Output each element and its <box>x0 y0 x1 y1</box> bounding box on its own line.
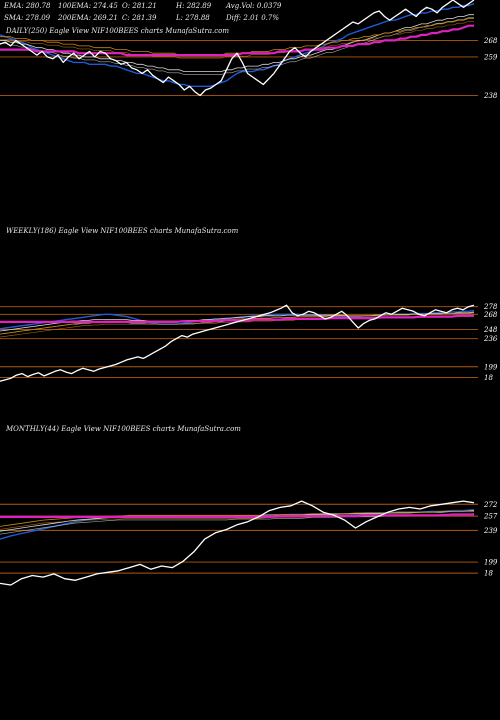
ma-line-4 <box>0 314 474 323</box>
y-tick-label: 236 <box>483 335 498 343</box>
stat-cell: C: 281.39 <box>122 14 157 22</box>
y-tick-label: 259 <box>483 53 498 61</box>
y-tick-label: 238 <box>483 92 498 100</box>
y-tick-label: 248 <box>483 326 498 334</box>
stat-cell: Diff: 2.01 0.7% <box>225 14 279 22</box>
y-tick-label: 18 <box>484 374 493 382</box>
y-tick-label: 268 <box>483 37 498 45</box>
stat-cell: 100EMA: 274.45 <box>58 2 118 10</box>
ma-line-1 <box>0 3 475 88</box>
y-tick-label: 268 <box>483 311 498 319</box>
ma-line-3 <box>0 312 475 335</box>
panel-title: MONTHLY(44) Eagle View NIF100BEES charts… <box>5 425 241 433</box>
y-tick-label: 199 <box>484 363 498 371</box>
y-tick-label: 272 <box>483 501 498 509</box>
stat-cell: H: 282.89 <box>175 2 212 10</box>
y-tick-label: 257 <box>483 513 498 521</box>
price-line <box>0 500 475 586</box>
ma-line-4 <box>0 24 474 57</box>
y-tick-label: 199 <box>484 559 498 567</box>
y-tick-label: 18 <box>484 570 493 578</box>
stat-cell: EMA: 280.78 <box>3 2 51 10</box>
stat-cell: L: 278.88 <box>175 14 210 22</box>
ma-line-4 <box>0 513 474 519</box>
y-tick-label: 239 <box>483 527 498 535</box>
stat-cell: 200EMA: 269.21 <box>57 14 118 22</box>
price-line <box>0 0 475 97</box>
ma-band-3 <box>0 21 474 59</box>
y-tick-label: 278 <box>483 303 498 311</box>
panel-title: WEEKLY(186) Eagle View NIF100BEES charts… <box>6 227 239 235</box>
panel-title: DAILY(250) Eagle View NIF100BEES charts … <box>5 27 229 35</box>
ma-line-3 <box>0 17 474 56</box>
stat-cell: SMA: 278.09 <box>4 14 51 22</box>
stat-cell: O: 281.21 <box>122 2 157 10</box>
panel-monthly: 272 257 239 199 18 MONTHLY(44) Eagle View NIF… <box>0 425 498 586</box>
ma-line-2 <box>0 14 474 72</box>
price-line <box>0 304 475 382</box>
stat-cell: Avg.Vol: 0.0379 <box>225 2 282 10</box>
panel-daily: 268 259 238 DAILY(250) Eagle View NIF100BEE… <box>0 0 498 100</box>
